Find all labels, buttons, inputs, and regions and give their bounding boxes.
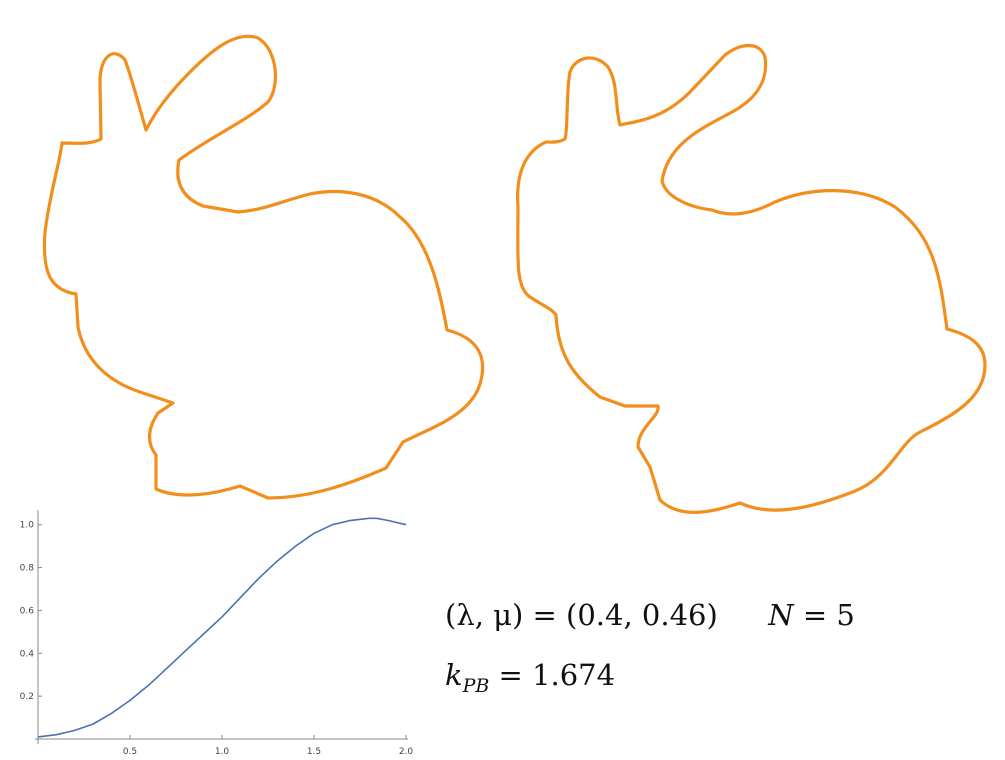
n-label: N	[768, 598, 794, 632]
y-tick-label: 0.4	[20, 649, 35, 659]
params-lhs: (λ, μ) =	[445, 598, 557, 632]
y-tick-label: 0.6	[20, 606, 35, 616]
parameter-formula: (λ, μ) = (0.4, 0.46) N = 5	[445, 598, 855, 632]
x-tick-label: 0.5	[123, 747, 137, 756]
x-tick-label: 1.5	[307, 747, 321, 756]
x-tick-label: 1.0	[215, 747, 230, 756]
bunny-outline-smoothed	[516, 43, 987, 514]
params-values: (0.4, 0.46)	[566, 598, 718, 632]
k-subscript: PB	[462, 674, 490, 697]
series-line	[37, 517, 407, 738]
k-pb-formula: kPB = 1.674	[445, 658, 615, 697]
y-tick-label: 0.8	[20, 564, 35, 574]
bunny-outline-original	[42, 34, 485, 500]
x-tick-label: 2.0	[399, 747, 414, 756]
n-value: = 5	[802, 598, 855, 632]
function-plot: 0.5 1.0 1.5 2.0 0.2 0.4 0.6 0.8 1.0	[0, 505, 420, 760]
bunny-contour-original	[40, 32, 490, 502]
y-tick-label: 0.2	[20, 692, 34, 702]
k-value: = 1.674	[498, 658, 616, 692]
k-symbol: k	[445, 658, 463, 692]
y-tick-label: 1.0	[20, 521, 35, 531]
bunny-contour-smoothed	[510, 43, 990, 527]
